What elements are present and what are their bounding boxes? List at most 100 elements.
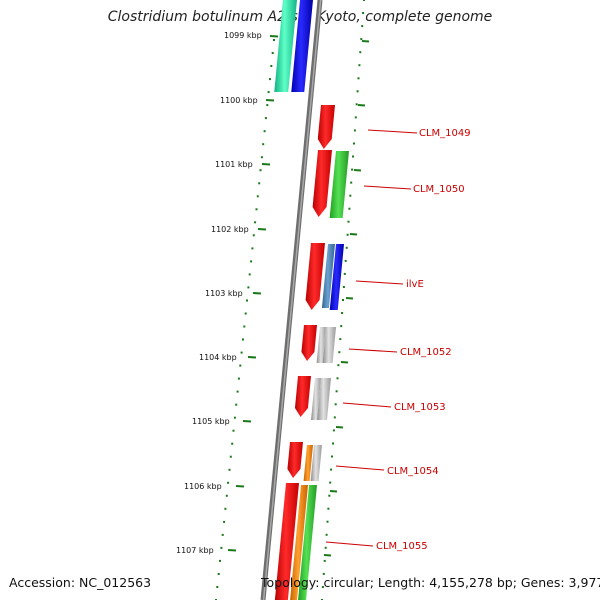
- gene-feature-clm-1055-orange[interactable]: [290, 485, 308, 600]
- gene-feature-clm-1054-gray[interactable]: [310, 445, 322, 481]
- ruler-dot: [216, 586, 219, 588]
- ruler-major-tick: [357, 104, 366, 107]
- ruler-dot: [247, 286, 250, 289]
- ruler-dot: [349, 194, 352, 197]
- gene-label-clm-1049[interactable]: CLM_1049: [419, 128, 471, 139]
- kbp-label-1104: 1104 kbp: [199, 353, 237, 362]
- topology-text: Topology: circular; Length: 4,155,278 bp…: [261, 575, 600, 590]
- gene-label-ilve[interactable]: ilvE: [406, 279, 424, 290]
- leader-line-clm-1055: [325, 541, 374, 547]
- outer-ruler-ring: [321, 0, 365, 600]
- gene-feature-teal[interactable]: [274, 0, 297, 92]
- ruler-dot: [345, 246, 348, 249]
- kbp-label-1100: 1100 kbp: [220, 96, 258, 105]
- gene-arrow-clm-1050[interactable]: [312, 150, 332, 217]
- gene-label-clm-1052[interactable]: CLM_1052: [400, 347, 452, 358]
- gene-feature-clm-1053-gray-b[interactable]: [317, 378, 331, 420]
- ruler-dot: [254, 221, 257, 224]
- ruler-dot: [237, 377, 240, 380]
- gene-feature-clm-1050-green[interactable]: [329, 151, 349, 218]
- gene-feature-clm-1052-gray-a[interactable]: [316, 327, 326, 363]
- gene-arrow-clm-1053[interactable]: [294, 376, 311, 417]
- ruler-dot: [348, 207, 351, 210]
- kbp-label-1103: 1103 kbp: [205, 289, 243, 298]
- gene-feature-clm-1052-gray-b[interactable]: [322, 327, 336, 363]
- ruler-dot: [239, 364, 242, 367]
- ruler-major-tick: [257, 228, 267, 231]
- ruler-major-tick: [340, 361, 349, 364]
- ruler-dot: [325, 533, 328, 536]
- ruler-dot: [240, 351, 243, 354]
- gene-arrow-clm-1052[interactable]: [301, 325, 317, 361]
- ruler-dot: [219, 559, 221, 562]
- ruler-dot: [236, 390, 239, 393]
- gene-feature-ilve-blue[interactable]: [329, 244, 344, 310]
- kbp-label-1107: 1107 kbp: [176, 546, 214, 555]
- ruler-major-tick: [269, 35, 279, 38]
- gene-label-clm-1053[interactable]: CLM_1053: [394, 402, 446, 413]
- gene-label-clm-1050[interactable]: CLM_1050: [413, 184, 465, 195]
- ruler-tracks: [215, 0, 370, 600]
- ruler-dot: [242, 338, 244, 341]
- ruler-dot: [363, 0, 365, 1]
- ruler-dot: [334, 403, 337, 406]
- ruler-dot: [324, 546, 327, 549]
- ruler-dot: [347, 220, 350, 223]
- ruler-dot: [361, 25, 364, 28]
- ruler-dot: [244, 312, 247, 315]
- ruler-dot: [362, 12, 365, 14]
- ruler-dot: [353, 142, 355, 145]
- ruler-dot: [259, 169, 262, 172]
- ruler-dot: [351, 168, 354, 171]
- ruler-dot: [356, 90, 359, 93]
- gene-label-clm-1055[interactable]: CLM_1055: [376, 541, 428, 552]
- ruler-major-tick: [265, 99, 275, 102]
- ruler-dot: [231, 442, 234, 445]
- ruler-dot: [220, 546, 223, 549]
- ruler-major-tick: [261, 163, 271, 166]
- backbone-highlight: [262, 0, 322, 600]
- gene-feature-clm-1054-orange[interactable]: [303, 445, 313, 481]
- ruler-dot: [255, 208, 258, 211]
- ruler-major-tick: [329, 490, 338, 493]
- gene-feature-clm-1055-green[interactable]: [298, 485, 317, 600]
- ruler-dot: [264, 117, 267, 120]
- ruler-dot: [357, 77, 360, 80]
- ruler-dot: [326, 520, 329, 523]
- ruler-dot: [352, 155, 354, 158]
- ruler-major-tick: [227, 549, 237, 552]
- ruler-dot: [338, 351, 341, 354]
- ruler-dot: [321, 586, 324, 588]
- leader-line-ilve: [355, 280, 404, 285]
- ruler-dot: [271, 52, 274, 54]
- gene-feature-blue-top[interactable]: [291, 0, 313, 92]
- ruler-dot: [267, 91, 270, 94]
- ruler-dot: [342, 299, 344, 301]
- ruler-dot: [250, 260, 253, 263]
- gene-arrow-clm-1054[interactable]: [287, 442, 303, 478]
- ruler-dot: [329, 481, 332, 484]
- ruler-dot: [217, 573, 220, 575]
- ruler-dot: [331, 455, 333, 458]
- leader-line-clm-1052: [348, 348, 398, 353]
- gene-arrow-clm-1049[interactable]: [317, 105, 335, 149]
- ruler-dot: [251, 247, 254, 250]
- ruler-major-tick: [252, 292, 262, 295]
- inner-ruler-ring: [215, 39, 275, 600]
- gene-arrow-ilve[interactable]: [305, 243, 325, 310]
- ruler-major-tick: [361, 40, 370, 43]
- ruler-dot: [346, 233, 349, 236]
- ruler-dot: [335, 390, 338, 393]
- gene-label-clm-1054[interactable]: CLM_1054: [387, 466, 439, 477]
- ruler-dot: [246, 299, 248, 302]
- ruler-major-tick: [335, 426, 344, 429]
- gene-feature-clm-1053-gray-a[interactable]: [311, 378, 321, 420]
- gene-feature-clm-1055-red[interactable]: [274, 483, 299, 600]
- ruler-dot: [225, 494, 228, 497]
- gene-feature-ilve-steelblue[interactable]: [321, 244, 335, 308]
- kbp-label-1105: 1105 kbp: [192, 417, 230, 426]
- ruler-dot: [233, 416, 236, 419]
- ruler-dot: [229, 455, 232, 458]
